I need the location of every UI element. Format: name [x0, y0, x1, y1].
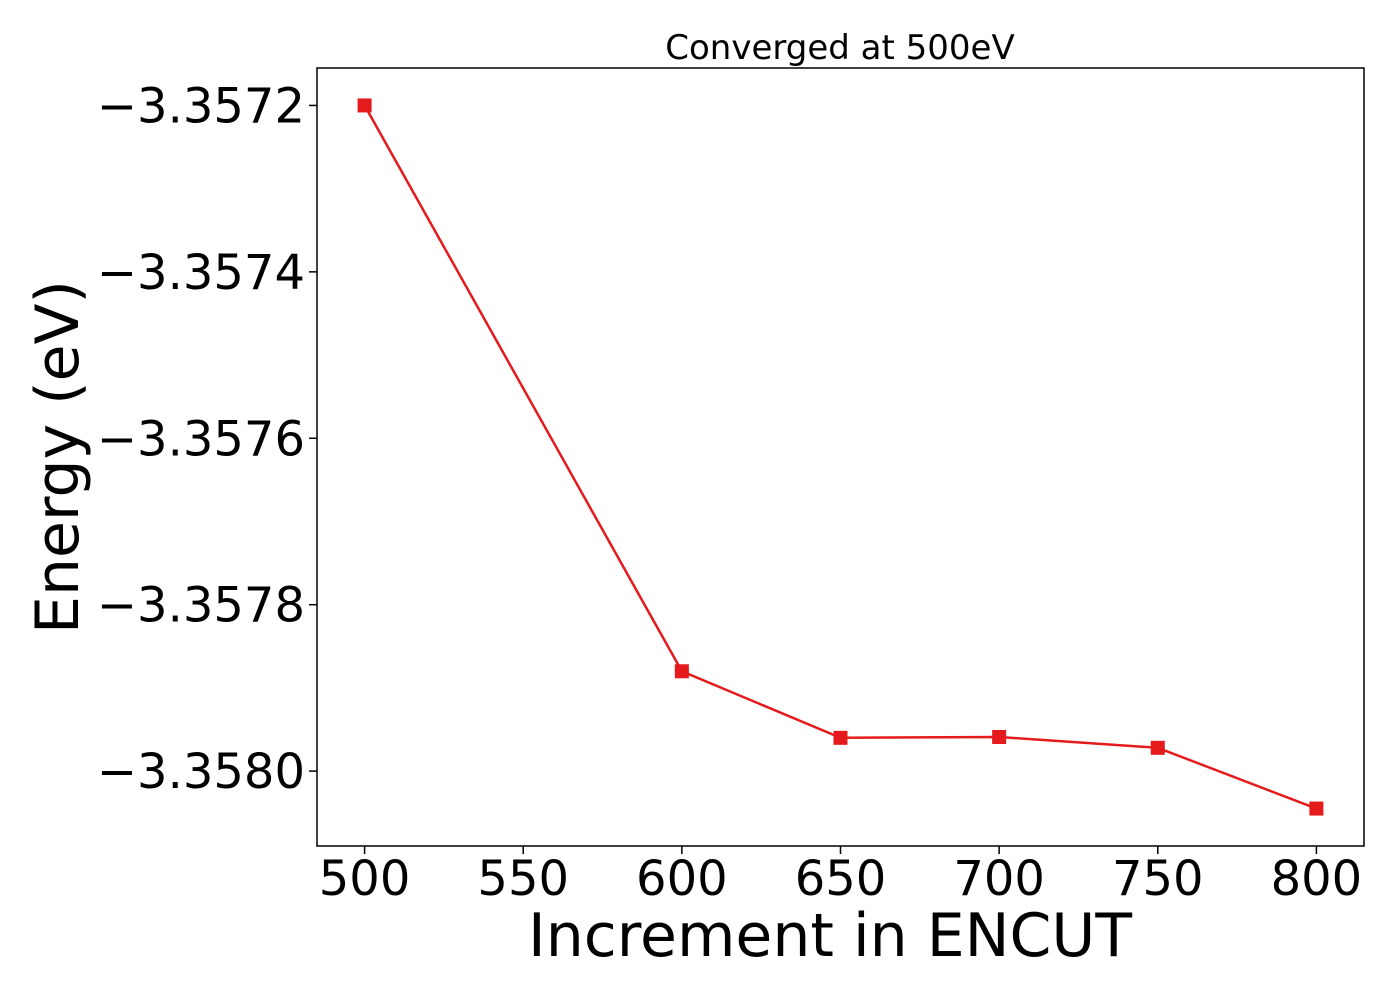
x-tick-label: 600	[636, 851, 728, 907]
y-axis: −3.3572 −3.3574 −3.3576 −3.3578 −3.3580	[97, 78, 317, 800]
data-point	[992, 729, 1007, 744]
data-point	[833, 730, 848, 745]
y-tick-label: −3.3578	[97, 578, 305, 634]
data-point	[1150, 740, 1165, 755]
x-tick-label: 750	[1112, 851, 1204, 907]
series-layer	[357, 98, 1324, 816]
x-tick-label: 550	[477, 851, 569, 907]
x-tick-label: 500	[319, 851, 411, 907]
data-point	[1309, 801, 1324, 816]
series-line	[363, 104, 1317, 810]
plot-frame	[316, 67, 1365, 847]
x-tick-label: 800	[1271, 851, 1363, 907]
x-axis-label: Increment in ENCUT	[528, 901, 1132, 971]
data-point	[357, 98, 372, 113]
x-tick-label: 650	[795, 851, 887, 907]
chart-title: Converged at 500eV	[665, 28, 1014, 68]
y-tick-label: −3.3580	[97, 744, 305, 800]
y-tick-label: −3.3572	[97, 78, 305, 134]
x-tick-label: 700	[953, 851, 1045, 907]
data-point	[674, 664, 689, 679]
y-axis-label: Energy (eV)	[23, 280, 93, 634]
x-axis: 500 550 600 650 700 750 800	[319, 846, 1362, 907]
y-tick-label: −3.3574	[97, 245, 305, 301]
y-tick-label: −3.3576	[97, 411, 305, 467]
